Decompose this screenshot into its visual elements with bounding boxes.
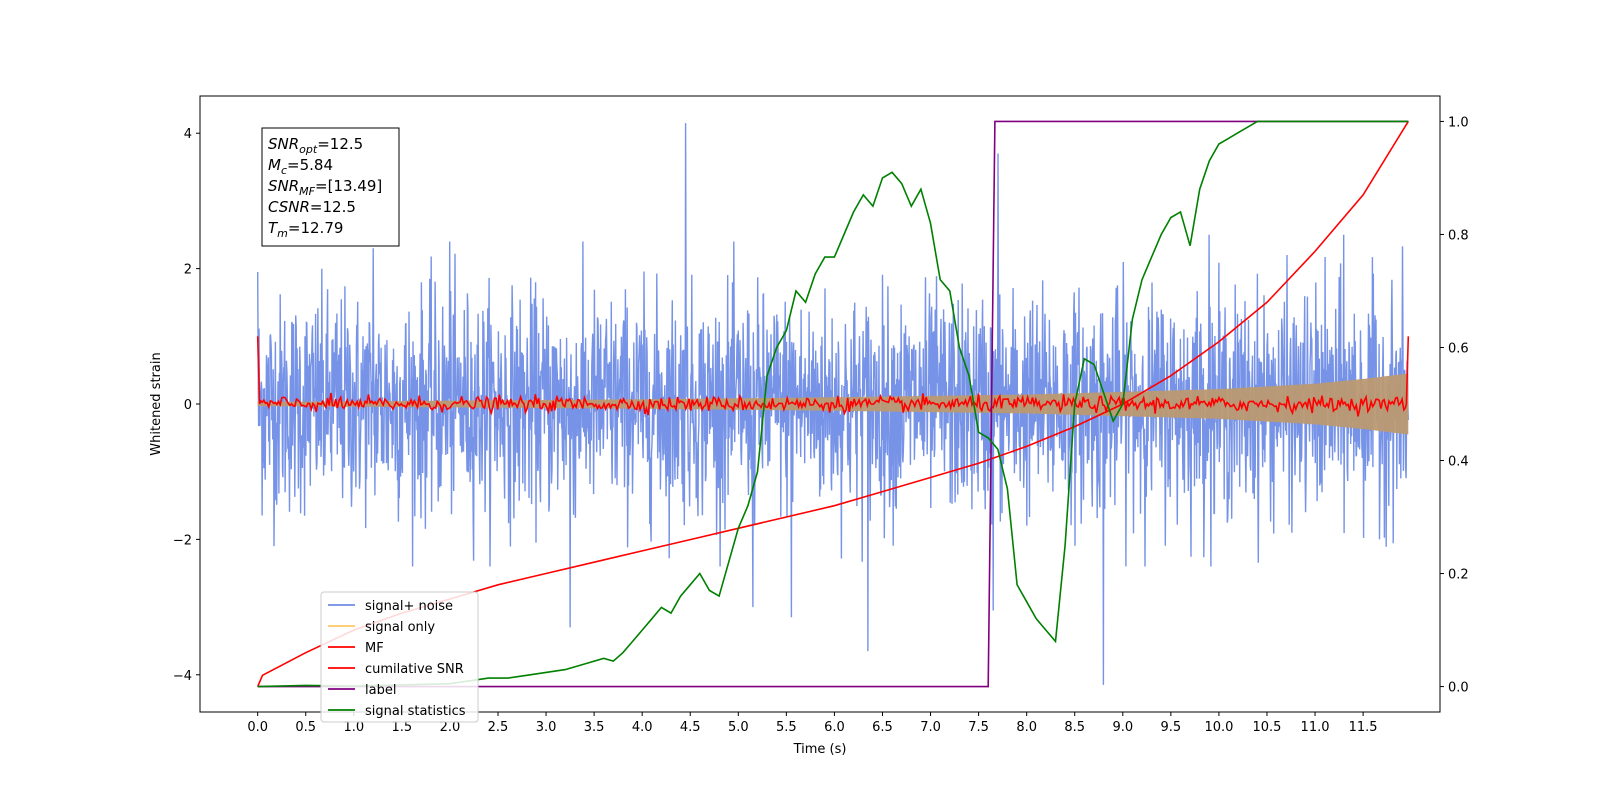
legend-frame bbox=[320, 591, 479, 723]
x-tick-label: 1.5 bbox=[392, 720, 413, 735]
x-tick-label: 10.5 bbox=[1253, 720, 1282, 735]
annotation-value: =12.5 bbox=[317, 135, 363, 153]
y-right-tick-label: 0.0 bbox=[1448, 681, 1469, 696]
annotation-subscript: c bbox=[281, 164, 287, 177]
x-tick-label: 11.5 bbox=[1349, 720, 1378, 735]
x-tick-label: 2.0 bbox=[440, 720, 461, 735]
y-left-tick-label: −4 bbox=[173, 669, 192, 684]
series-label bbox=[257, 120, 1409, 688]
y-left-tick-label: 4 bbox=[184, 127, 192, 142]
x-tick-label: 6.5 bbox=[872, 720, 893, 735]
x-tick-label: 10.0 bbox=[1204, 720, 1233, 735]
annotation-symbol: SNR bbox=[268, 177, 299, 195]
legend-entry: signal+ noise bbox=[365, 599, 453, 614]
x-tick-label: 0.0 bbox=[247, 720, 268, 735]
x-tick-label: 4.5 bbox=[680, 720, 701, 735]
annotation-line: Tm=12.79 bbox=[268, 219, 343, 240]
stats-annotation-box: SNRopt=12.5Mc=5.84SNRMF=[13.49]CSNR=12.5… bbox=[261, 127, 400, 247]
x-axis: 0.0 0.5 1.0 1.5 2.0 2.5 3.0 3.5 4.0 4.5 5.0 5.5 6.0 6… bbox=[247, 712, 1378, 735]
legend-entry: MF bbox=[365, 641, 384, 656]
annotation-subscript: m bbox=[277, 227, 288, 240]
annotation-symbol: T bbox=[268, 219, 279, 237]
legend-entry: signal only bbox=[365, 620, 435, 635]
y-right-tick-label: 0.2 bbox=[1448, 568, 1469, 583]
x-tick-label: 5.0 bbox=[728, 720, 749, 735]
x-tick-label: 7.0 bbox=[920, 720, 941, 735]
y-right-tick-label: 0.8 bbox=[1448, 228, 1469, 243]
x-tick-label: 8.0 bbox=[1016, 720, 1037, 735]
annotation-subscript: MF bbox=[299, 185, 315, 198]
annotation-frame bbox=[261, 127, 400, 247]
y-left-tick-label: 2 bbox=[184, 263, 192, 278]
series-signal-noise bbox=[257, 123, 1409, 685]
annotation-line: SNRopt=12.5 bbox=[268, 135, 363, 156]
y-axis-right: 0.0 0.2 0.4 0.6 0.8 1.0 bbox=[1440, 115, 1469, 696]
legend-entry: cumilative SNR bbox=[365, 662, 464, 677]
series-signal-statistics bbox=[257, 120, 1409, 688]
x-tick-label: 9.0 bbox=[1112, 720, 1133, 735]
legend-entry: signal statistics bbox=[365, 704, 466, 719]
y-right-tick-label: 1.0 bbox=[1448, 115, 1469, 130]
x-tick-label: 4.0 bbox=[632, 720, 653, 735]
annotation-symbol: CSNR bbox=[268, 198, 310, 216]
legend-entry: label bbox=[365, 683, 396, 698]
annotation-symbol: M bbox=[268, 156, 281, 174]
x-tick-label: 6.0 bbox=[824, 720, 845, 735]
y-axis-left: −4 −2 0 2 4 bbox=[173, 127, 200, 684]
series-mf bbox=[256, 336, 1410, 417]
y-left-tick-label: −2 bbox=[173, 533, 192, 548]
x-axis-title: Time (s) bbox=[793, 742, 847, 757]
annotation-line: CSNR=12.5 bbox=[268, 198, 356, 216]
annotation-value: =5.84 bbox=[287, 156, 333, 174]
annotation-symbol: SNR bbox=[268, 135, 299, 153]
x-tick-label: 0.5 bbox=[295, 720, 316, 735]
x-tick-label: 7.5 bbox=[968, 720, 989, 735]
x-tick-label: 3.5 bbox=[584, 720, 605, 735]
x-tick-label: 8.5 bbox=[1064, 720, 1085, 735]
x-tick-label: 5.5 bbox=[776, 720, 797, 735]
legend: signal+ noise signal only MF cumilative SNR… bbox=[320, 591, 479, 723]
x-tick-label: 2.5 bbox=[488, 720, 509, 735]
annotation-line: Mc=5.84 bbox=[268, 156, 333, 177]
x-tick-label: 1.0 bbox=[343, 720, 364, 735]
x-tick-label: 11.0 bbox=[1301, 720, 1330, 735]
x-tick-label: 9.5 bbox=[1161, 720, 1182, 735]
y-axis-left-title: Whitened strain bbox=[149, 352, 164, 455]
annotation-value: =[13.49] bbox=[315, 177, 382, 195]
annotation-line: SNRMF=[13.49] bbox=[268, 177, 382, 198]
annotation-value: =12.79 bbox=[288, 219, 344, 237]
annotation-value: =12.5 bbox=[310, 198, 356, 216]
annotation-subscript: opt bbox=[299, 143, 318, 156]
x-tick-label: 3.0 bbox=[536, 720, 557, 735]
y-right-tick-label: 0.4 bbox=[1448, 455, 1469, 470]
y-right-tick-label: 0.6 bbox=[1448, 341, 1469, 356]
y-left-tick-label: 0 bbox=[184, 398, 192, 413]
